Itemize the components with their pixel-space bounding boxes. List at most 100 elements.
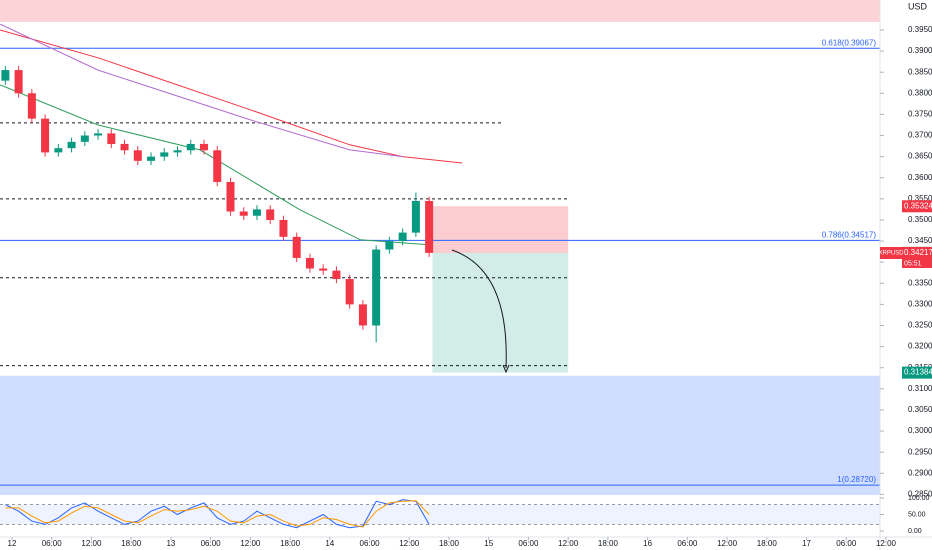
x-tick-label: 12:00 (240, 539, 261, 548)
candle-body (120, 143, 129, 151)
candle-body (226, 181, 235, 212)
x-tick-label: 12:00 (81, 539, 102, 548)
candle-body (398, 232, 407, 242)
candle-body (186, 143, 195, 151)
candle-body (239, 211, 248, 216)
oscillator-tick-label: 0.00 (908, 528, 922, 535)
price-label-bg (902, 200, 932, 213)
price-label: 0.34217 (904, 248, 932, 257)
x-tick-label: 18:00 (598, 539, 619, 548)
x-tick-label: 12:00 (399, 539, 420, 548)
candle-body (41, 118, 50, 153)
oscillator-tick-label: 100.00 (908, 495, 930, 502)
x-tick-label: 16 (643, 539, 652, 548)
symbol-label: XRPUSD (878, 251, 904, 257)
candle-body (14, 70, 23, 94)
zone (0, 0, 880, 22)
x-tick-label: 13 (166, 539, 175, 548)
x-tick-label: 17 (802, 539, 811, 548)
oscillator-band (0, 504, 880, 525)
x-tick-label: 06:00 (201, 539, 222, 548)
plot-layer: 0.618(0.39067) 0.786(0.34517) 1(0.28720) (0, 0, 880, 529)
currency: USD (908, 1, 928, 11)
countdown-bg (902, 259, 932, 269)
candle-body (107, 133, 116, 144)
price-label-bg (902, 247, 932, 260)
candle-body (160, 152, 169, 157)
candle-body (319, 268, 328, 271)
x-tick-label: 18:00 (757, 539, 778, 548)
projection-arrow (451, 249, 507, 369)
candle-body (372, 249, 381, 326)
fib-label: 0.786(0.34517) (822, 230, 877, 239)
x-tick-label: 15 (484, 539, 493, 548)
stop-zone (432, 206, 569, 254)
candle-body (67, 141, 76, 149)
target-zone (432, 253, 569, 373)
candle-body (133, 150, 142, 161)
x-tick-label: 12:00 (717, 539, 738, 548)
candle-body (358, 304, 367, 326)
candle-body (292, 236, 301, 258)
candle-body (425, 200, 434, 253)
candle-body (345, 279, 354, 305)
moving-average (0, 84, 431, 246)
fib-label: 0.618(0.39067) (822, 38, 877, 47)
candle-body (200, 143, 209, 151)
price-label-bg (902, 366, 932, 379)
oscillator-tick-label: 50.00 (908, 511, 926, 518)
candle-body (54, 148, 63, 153)
x-tick-label: 06:00 (42, 539, 63, 548)
x-tick-label: 18:00 (439, 539, 460, 548)
x-tick-label: 18:00 (280, 539, 301, 548)
x-tick-label: 06:00 (518, 539, 539, 548)
candle-body (279, 219, 288, 237)
moving-average (0, 29, 463, 164)
candle-body (147, 156, 156, 161)
x-tick-label: 18:00 (121, 539, 142, 548)
x-tick-label: 12:00 (558, 539, 579, 548)
candle-body (305, 257, 314, 269)
candle-body (94, 133, 103, 136)
fib-label: 1(0.28720) (837, 475, 876, 484)
candle-body (80, 135, 89, 142)
x-tick-label: 12:00 (876, 539, 897, 548)
symbol-badge (880, 247, 902, 260)
countdown: 05:51 (904, 260, 922, 267)
candle-body (27, 93, 36, 119)
zone (0, 375, 880, 495)
candle-body (266, 209, 275, 220)
price-label: 0.31384 (904, 368, 932, 377)
candle-body (385, 241, 394, 250)
candle-body (252, 209, 261, 216)
candle-body (213, 150, 222, 182)
price-label: 0.35324 (904, 201, 932, 210)
candle-body (173, 150, 182, 153)
candle-body (332, 270, 341, 280)
x-tick-label: 06:00 (360, 539, 381, 548)
moving-average (0, 23, 403, 158)
x-tick-label: 06:00 (836, 539, 857, 548)
